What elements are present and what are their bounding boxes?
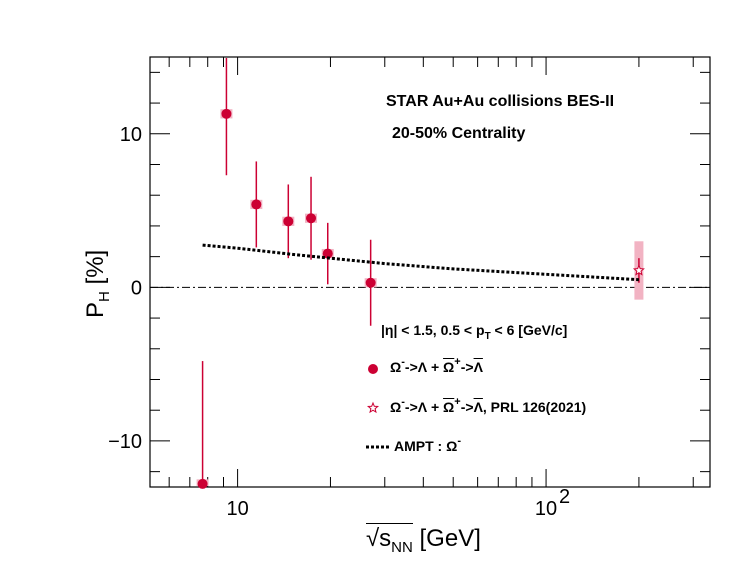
legend-marker-star bbox=[366, 401, 380, 414]
y-tick-label: 10 bbox=[120, 124, 142, 146]
x-axis-title-unit: [GeV] bbox=[419, 525, 481, 552]
legend-prl-antilambda: Λ bbox=[473, 399, 483, 415]
legend-prl-lambda: ->Λ + bbox=[404, 399, 444, 415]
bes2-point bbox=[197, 478, 208, 489]
legend-prl-minus: - bbox=[401, 396, 405, 408]
legend-prl-antiomega: Ω bbox=[443, 399, 455, 415]
legend-bes2-antilambda: Λ bbox=[473, 359, 483, 375]
cut-label-text: |η| < 1.5, 0.5 < p bbox=[381, 322, 485, 338]
legend-prl-plus: + bbox=[454, 396, 461, 408]
bes2-point bbox=[322, 248, 333, 259]
legend-bes2-lambda: ->Λ + bbox=[404, 359, 444, 375]
x-axis-title-sub: NN bbox=[391, 539, 413, 556]
bes2-point bbox=[251, 199, 262, 210]
y-axis-title-main: P bbox=[82, 301, 109, 318]
legend-prl-ref: , PRL 126(2021) bbox=[482, 399, 587, 415]
legend-entry-ampt: AMPT : Ω- bbox=[394, 435, 461, 454]
legend-bes2-omega: Ω bbox=[390, 359, 402, 375]
legend-bes2-antiomega: Ω bbox=[443, 359, 455, 375]
plot-frame bbox=[149, 56, 711, 488]
y-tick-label: 0 bbox=[131, 277, 142, 299]
x-tick-label-exponent: 2 bbox=[559, 486, 570, 508]
chart-annotation-centrality: 20-50% Centrality bbox=[392, 125, 526, 142]
legend-marker-circle bbox=[368, 364, 378, 374]
legend-bes2-plus: + bbox=[454, 356, 461, 368]
prl-point bbox=[632, 264, 645, 276]
y-axis-title-sub: H bbox=[96, 291, 113, 302]
cut-label: |η| < 1.5, 0.5 < pT < 6 [GeV/c] bbox=[381, 322, 568, 342]
legend-prl-omega: Ω bbox=[390, 399, 402, 415]
legend-bes2-arrow: -> bbox=[460, 359, 474, 375]
x-axis-title-root: s bbox=[379, 525, 392, 552]
ampt-curve bbox=[202, 243, 639, 282]
x-axis-title: √sNN [GeV] bbox=[366, 523, 481, 556]
legend-ampt-label: AMPT : Ω bbox=[394, 438, 458, 454]
x-axis-title-radical: √sNN bbox=[366, 523, 413, 556]
y-tick-label: −10 bbox=[108, 431, 142, 453]
chart-annotation-experiment: STAR Au+Au collisions BES-II bbox=[386, 93, 615, 110]
cut-label-rest: < 6 [GeV/c] bbox=[490, 322, 568, 338]
y-axis-title: PH [%] bbox=[82, 249, 113, 318]
cut-label-sub: T bbox=[484, 331, 491, 342]
bes2-point bbox=[283, 216, 294, 227]
legend-entry-bes2: Ω-->Λ + Ω+->Λ bbox=[390, 356, 483, 375]
bes2-point bbox=[365, 277, 376, 288]
bes2-point bbox=[306, 213, 317, 224]
legend-entry-prl: Ω-->Λ + Ω+->Λ, PRL 126(2021) bbox=[390, 396, 587, 415]
legend-bes2-minus: - bbox=[401, 356, 405, 368]
legend-prl-arrow: -> bbox=[460, 399, 474, 415]
y-axis-title-unit: [%] bbox=[82, 249, 109, 285]
x-tick-label: 10 bbox=[535, 498, 557, 520]
bes2-point bbox=[221, 108, 232, 119]
legend-ampt-sup: - bbox=[457, 435, 461, 447]
x-tick-label: 10 bbox=[226, 498, 248, 520]
